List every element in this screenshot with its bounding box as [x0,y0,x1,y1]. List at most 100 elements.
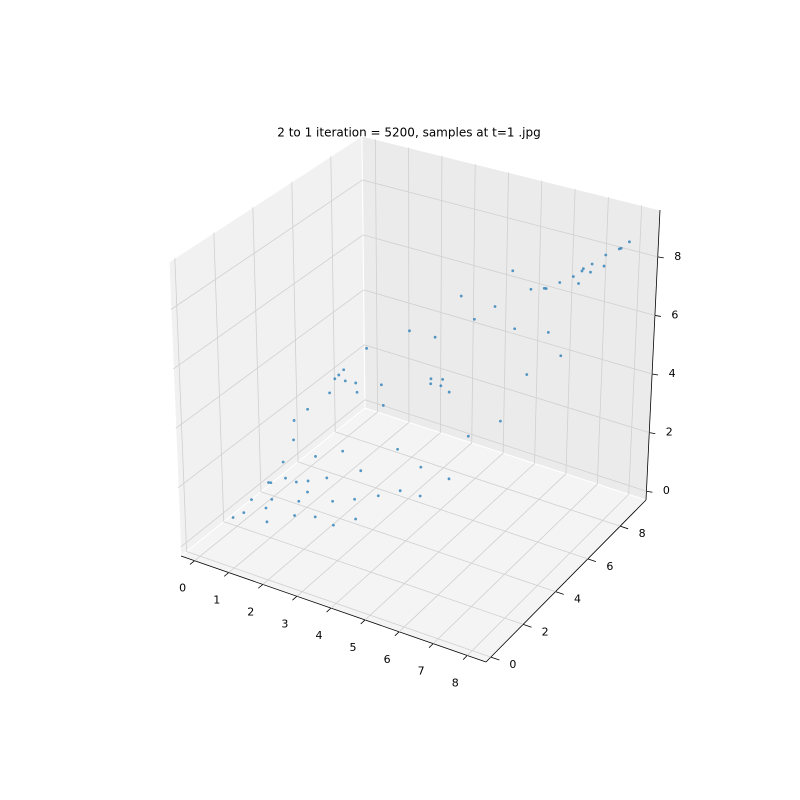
data-point [571,275,575,278]
data-point [628,240,631,244]
data-point [332,523,335,527]
data-point [242,511,246,515]
data-point [264,506,268,510]
data-point [466,434,470,438]
data-point [581,267,585,271]
data-point [381,404,385,407]
data-point [546,330,550,334]
data-point [577,282,580,285]
data-point [354,381,358,385]
grid-line [596,197,609,485]
x-tick-label: 2 [247,605,254,618]
y-tick-label: 0 [509,658,516,671]
grid-line [223,521,524,625]
grid-line [364,344,650,434]
x-tick-label: 8 [452,676,459,689]
data-point [284,476,287,480]
data-point [558,281,562,284]
grid-line [213,232,225,522]
data-point [447,390,451,394]
data-point [379,383,383,387]
grid-line [291,181,299,462]
grid-line [466,494,630,656]
data-point [292,419,296,422]
y-axis-line [485,499,647,663]
grid-line [502,172,509,454]
grid-line [330,452,504,609]
data-point [365,346,368,350]
data-point [418,494,422,498]
grid-line [296,442,473,597]
data-point [419,465,423,469]
data-point [342,368,346,372]
x-tick-label: 7 [418,665,425,678]
data-point [542,286,546,290]
grid-line [330,156,336,432]
data-point [314,455,317,458]
data-point [359,469,363,473]
x-axis-line [180,555,487,663]
data-point [619,246,623,250]
grid-line [194,411,378,562]
z-axis-line [645,209,661,501]
data-point [408,329,411,333]
data-point [580,269,584,273]
grid-line [374,139,378,413]
data-point [433,335,437,339]
data-point [602,264,606,268]
data-point [292,438,295,442]
data-point [513,327,517,331]
y-tick-label: 2 [542,625,549,638]
tick-mark [428,643,434,648]
data-point [353,497,356,501]
data-point [604,253,608,257]
data-point [439,384,443,388]
tick-mark [394,631,400,637]
tick-mark [360,619,366,625]
grid-line [228,422,410,573]
data-point [265,520,269,524]
data-point [398,489,402,493]
data-point [270,497,274,501]
data-point [293,514,296,517]
data-point [343,379,347,383]
tick-mark [649,432,656,435]
data-point [396,447,399,451]
data-point [525,373,529,376]
data-point [355,390,359,394]
data-point [590,262,594,266]
tick-mark [555,591,564,595]
grid-line [297,461,588,560]
data-point [529,287,533,291]
data-point [459,294,463,298]
grid-line [398,473,567,633]
grid-line [362,234,656,316]
data-point [376,494,380,498]
data-point [328,391,331,395]
z-tick-label: 2 [666,426,673,439]
x-tick-label: 0 [179,582,186,595]
chart-title: 2 to 1 iteration = 5200, samples at t=1 … [277,126,540,140]
data-point [429,377,433,381]
grid-line [534,180,543,464]
grid-line [471,164,476,443]
grid-line [363,289,653,375]
data-point [472,317,476,321]
tick-mark [189,560,195,565]
data-point [306,479,310,483]
grid-line [262,432,441,585]
data-point [306,407,309,411]
grid-line [173,234,364,370]
tick-mark [654,315,661,317]
data-point [559,354,563,358]
x-tick-label: 1 [213,594,220,607]
tick-mark [258,584,264,589]
tick-mark [646,490,653,493]
tick-mark [657,256,664,259]
data-point [267,481,270,484]
tick-mark [223,572,229,577]
data-point [493,305,497,308]
grid-line [180,399,366,548]
data-point [589,270,592,274]
